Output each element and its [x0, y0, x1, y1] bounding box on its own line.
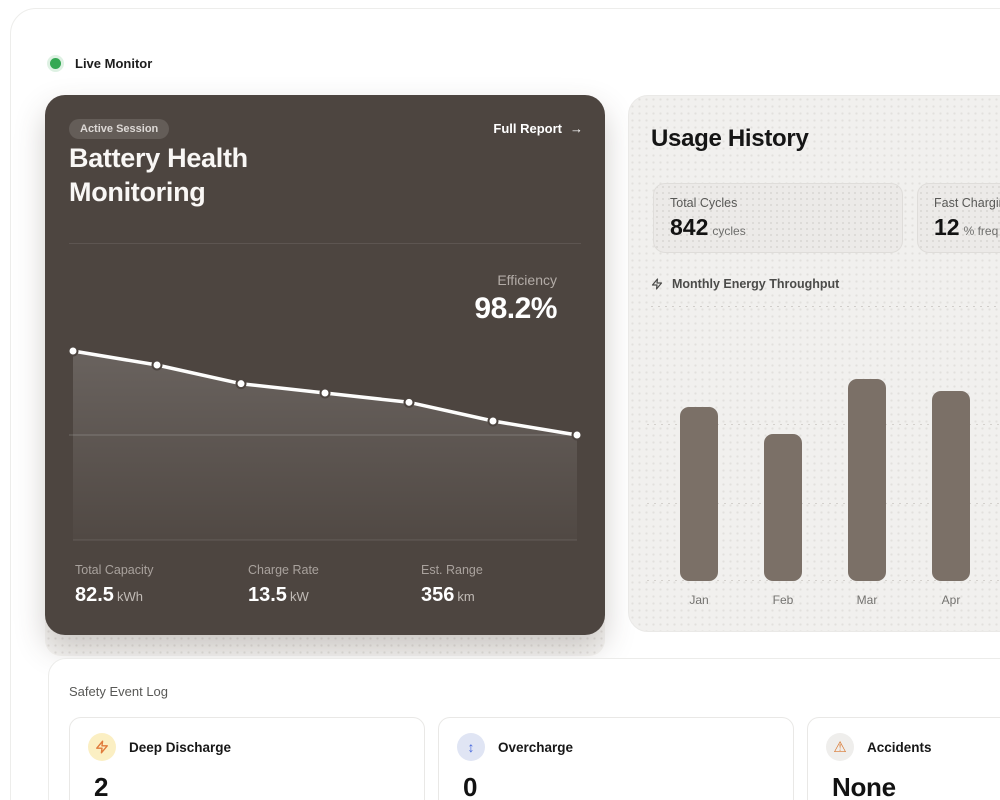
total-cycles-unit: cycles [712, 224, 746, 238]
total-cycles-value: 842 cycles [670, 214, 746, 240]
warning-triangle-icon: ⚠ [826, 733, 854, 761]
efficiency-value: 98.2% [474, 292, 557, 325]
monthly-energy-throughput-header: Monthly Energy Throughput [651, 277, 839, 291]
arrow-right-icon: → [570, 121, 583, 136]
event-header: ⚠ Accidents [826, 733, 932, 761]
data-point [319, 387, 331, 399]
full-report-link[interactable]: Full Report → [493, 121, 583, 136]
stat-unit: kWh [116, 589, 143, 604]
bar-label-mar: Mar [856, 593, 878, 607]
stat-unit: km [457, 589, 475, 604]
overcharge-value: 0 [463, 772, 478, 800]
safety-event-log-title: Safety Event Log [69, 684, 169, 699]
event-header: ↕ Overcharge [457, 733, 573, 761]
accidents-label: Accidents [867, 739, 932, 755]
live-monitor-status: Live Monitor [50, 56, 152, 71]
fast-charging-card: Fast Charging 12% freq [917, 183, 1000, 253]
live-status-dot-icon [50, 58, 61, 69]
battery-card-title-line2: Monitoring [69, 177, 206, 207]
data-point [235, 378, 247, 390]
total-cycles-label: Total Cycles [670, 196, 738, 210]
dotted-separator [651, 306, 1000, 307]
battery-stats-row: Total Capacity 82.5 kWh Charge Rate 13.5 k… [75, 563, 594, 607]
grid-line [647, 503, 1000, 504]
monthly-energy-throughput-label: Monthly Energy Throughput [672, 277, 840, 291]
overcharge-card: ↕ Overcharge 0 [438, 717, 794, 800]
monthly-energy-bar-chart [629, 379, 1000, 581]
deep-discharge-card: Deep Discharge 2 [69, 717, 425, 800]
data-point [151, 359, 163, 371]
bar-label-apr: Apr [941, 593, 961, 607]
stat-value: 356 km [421, 584, 475, 606]
usage-history-card: Usage History Total Cycles 842 cycles Fas… [628, 95, 1000, 632]
fast-charging-unit: % freq [963, 224, 999, 238]
active-session-badge: Active Session [69, 119, 170, 139]
grid-line [647, 580, 1000, 581]
usage-history-title: Usage History [651, 125, 809, 152]
fast-charging-label: Fast Charging [934, 196, 1000, 210]
stat-label: Charge Rate [248, 563, 319, 577]
stat-label: Est. Range [421, 563, 483, 577]
data-point [403, 396, 415, 408]
bar-mar [848, 379, 886, 581]
deep-discharge-label: Deep Discharge [129, 739, 232, 755]
bar-feb [764, 434, 802, 581]
lightning-bolt-icon [651, 278, 663, 290]
stat-charge-rate: Charge Rate 13.5 kW [248, 563, 421, 607]
battery-card-title: Battery Health Monitoring [69, 141, 248, 209]
stat-est-range: Est. Range 356 km [421, 563, 594, 607]
efficiency-label: Efficiency [497, 272, 557, 288]
event-header: Deep Discharge [88, 733, 231, 761]
total-cycles-card: Total Cycles 842 cycles [653, 183, 903, 253]
data-point [67, 345, 79, 357]
arrows-up-down-icon: ↕ [457, 733, 485, 761]
safety-event-log-section: Safety Event Log Deep Discharge 2 ↕ Over… [48, 658, 1000, 800]
data-point [571, 429, 583, 441]
battery-health-card: Active Session Battery Health Monitoring… [45, 95, 605, 635]
bar-jan [680, 407, 718, 581]
battery-card-title-line1: Battery Health [69, 143, 248, 173]
bar-label-feb: Feb [772, 593, 794, 607]
accidents-value: None [832, 772, 896, 800]
live-monitor-label: Live Monitor [75, 56, 153, 71]
efficiency-line-chart [67, 343, 583, 553]
full-report-label: Full Report [493, 121, 562, 136]
stat-value: 13.5 kW [248, 584, 309, 606]
bar-label-jan: Jan [689, 593, 709, 607]
bar-apr [932, 391, 970, 581]
stat-total-capacity: Total Capacity 82.5 kWh [75, 563, 248, 607]
stat-label: Total Capacity [75, 563, 154, 577]
stat-value: 82.5 kWh [75, 584, 143, 606]
accidents-card: ⚠ Accidents None [807, 717, 1000, 800]
stat-unit: kW [289, 589, 309, 604]
card-divider [69, 243, 581, 244]
overcharge-label: Overcharge [498, 739, 574, 755]
lightning-bolt-icon [88, 733, 116, 761]
data-point [487, 415, 499, 427]
fast-charging-value: 12% freq [934, 214, 999, 240]
deep-discharge-value: 2 [94, 772, 109, 800]
efficiency-block: Efficiency 98.2% [474, 272, 557, 326]
grid-line [647, 424, 1000, 425]
